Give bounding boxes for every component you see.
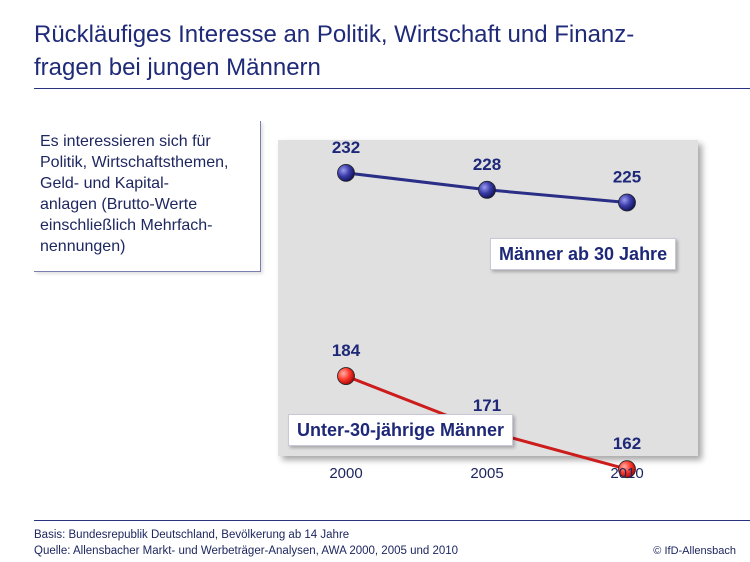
data-label-1-2000: 232 xyxy=(332,138,360,157)
data-label-1-2005: 228 xyxy=(473,155,501,174)
description-box: Es interessieren sich für Politik, Wirts… xyxy=(34,121,261,272)
title-divider xyxy=(34,88,750,89)
footer-divider xyxy=(34,520,750,521)
legend-men-over-30: Männer ab 30 Jahre xyxy=(490,238,677,270)
description-line-6: nennungen) xyxy=(40,238,126,255)
description-line-1: Es interessieren sich für xyxy=(40,133,211,150)
data-point-1-2000 xyxy=(337,163,355,182)
x-tick-label-2000: 2000 xyxy=(329,465,362,482)
data-point-1-2010 xyxy=(618,193,636,212)
data-label-1-2010: 225 xyxy=(613,168,641,187)
description-line-3: Geld- und Kapital- xyxy=(40,175,169,192)
title-line-2: fragen bei jungen Männern xyxy=(34,54,321,81)
title-line-1: Rückläufiges Interesse an Politik, Wirts… xyxy=(34,21,635,48)
data-label-2-2005: 171 xyxy=(473,396,501,415)
description-text: Es interessieren sich für Politik, Wirts… xyxy=(40,131,264,257)
data-point-1-2005 xyxy=(478,180,496,199)
footer-basis: Basis: Bundesrepublik Deutschland, Bevöl… xyxy=(34,529,350,541)
data-label-2-2010: 162 xyxy=(613,434,641,453)
chart-title: Rückläufiges Interesse an Politik, Wirts… xyxy=(34,18,734,84)
x-tick-label-2005: 2005 xyxy=(470,465,503,482)
x-tick-label-2010: 2010 xyxy=(610,465,643,482)
data-point-2-2000 xyxy=(337,367,355,385)
footer: Basis: Bundesrepublik Deutschland, Bevöl… xyxy=(34,527,458,559)
legend-men-under-30: Unter-30-jährige Männer xyxy=(288,414,514,446)
description-line-5: einschließlich Mehrfach- xyxy=(40,217,213,234)
copyright: © IfD-Allensbach xyxy=(653,545,736,557)
data-point-2-2010 xyxy=(618,460,636,479)
description-line-2: Politik, Wirtschaftsthemen, xyxy=(40,154,229,171)
footer-source: Quelle: Allensbacher Markt- und Werbeträ… xyxy=(34,545,459,557)
data-label-2-2000: 184 xyxy=(332,341,361,360)
description-line-4: anlagen (Brutto-Werte xyxy=(40,196,198,213)
